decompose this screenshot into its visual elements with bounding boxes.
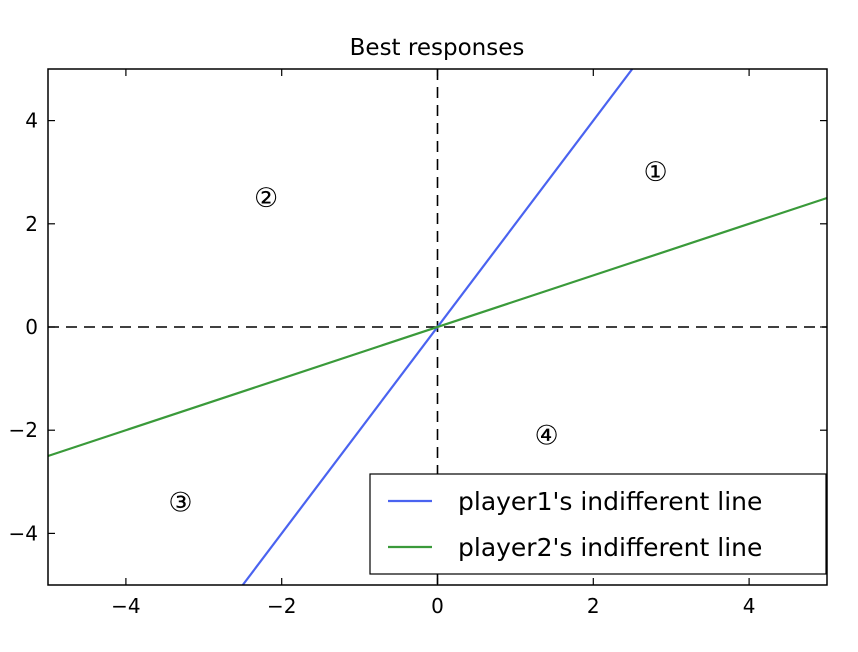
legend-label-1: player1's indifferent line bbox=[458, 487, 762, 516]
chart-title: Best responses bbox=[350, 35, 525, 61]
x-tick-label: −2 bbox=[267, 594, 296, 618]
region-annotations: ① ② ③ ④ bbox=[168, 157, 667, 518]
x-tick-label: −4 bbox=[111, 594, 140, 618]
legend-box bbox=[369, 473, 827, 575]
x-tick-label: 0 bbox=[431, 594, 444, 618]
x-tick-label: 2 bbox=[587, 594, 600, 618]
y-tick-label: −4 bbox=[9, 521, 38, 545]
legend: player1's indifferent line player2's indi… bbox=[369, 473, 827, 575]
x-tick-label: 4 bbox=[743, 594, 756, 618]
region-label-1: ① bbox=[644, 157, 668, 188]
axis-ticks: −4 −2 0 2 4 −4 −2 0 2 4 bbox=[9, 69, 827, 618]
legend-label-2: player2's indifferent line bbox=[458, 533, 762, 562]
region-label-2: ② bbox=[254, 183, 278, 214]
y-tick-label: 0 bbox=[25, 315, 38, 339]
y-tick-label: −2 bbox=[9, 418, 38, 442]
region-label-3: ③ bbox=[168, 487, 192, 518]
series-line-2 bbox=[47, 196, 828, 458]
series-lines bbox=[47, 68, 828, 586]
y-tick-label: 4 bbox=[25, 109, 38, 133]
region-label-4: ④ bbox=[534, 420, 558, 451]
y-tick-label: 2 bbox=[25, 212, 38, 236]
